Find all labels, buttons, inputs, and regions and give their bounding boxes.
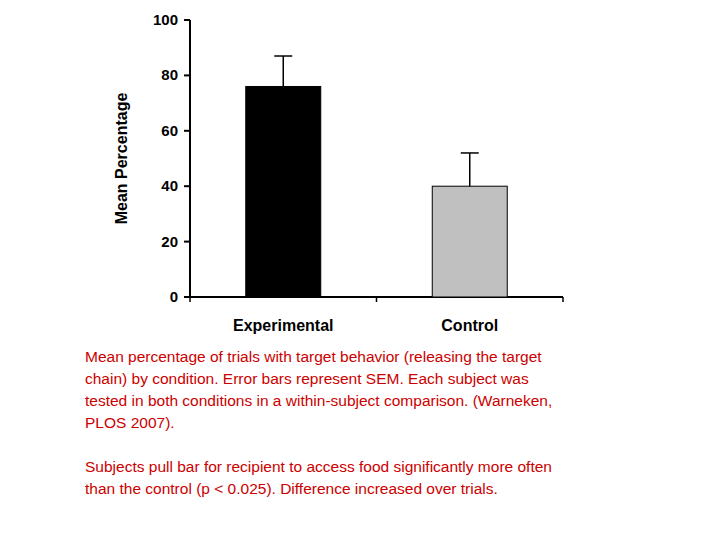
error-cap	[274, 55, 292, 57]
caption-line: PLOS 2007).	[85, 414, 175, 431]
caption-line: Subjects pull bar for recipient to acces…	[85, 458, 552, 475]
y-tick-label: 20	[161, 233, 178, 250]
caption-line: Mean percentage of trials with target be…	[85, 348, 542, 365]
caption-line: chain) by condition. Error bars represen…	[85, 370, 529, 387]
error-bar	[461, 153, 479, 186]
x-tick	[562, 297, 564, 302]
y-tick	[184, 241, 190, 243]
error-line	[283, 56, 285, 86]
y-tick-label: 100	[153, 11, 178, 28]
bar	[432, 186, 507, 297]
caption-line: than the control (p < 0.025). Difference…	[85, 480, 498, 497]
x-tick-label: Control	[441, 317, 498, 334]
x-tick	[189, 297, 191, 302]
y-tick	[184, 296, 190, 298]
x-tick	[376, 297, 378, 302]
error-bar	[274, 56, 292, 86]
y-tick	[184, 130, 190, 132]
y-axis	[189, 20, 191, 297]
y-tick-label: 60	[161, 122, 178, 139]
caption-line: tested in both conditions in a within-su…	[85, 392, 552, 409]
y-tick-label: 0	[170, 288, 178, 305]
bars	[246, 56, 508, 297]
bar	[246, 86, 321, 297]
y-tick	[184, 185, 190, 187]
y-tick-label: 80	[161, 66, 178, 83]
y-tick-label: 40	[161, 177, 178, 194]
chart: 0 20 40 60 80 100 Mean Percentage Experimental C…	[0, 0, 720, 540]
error-cap	[461, 152, 479, 154]
x-tick-label: Experimental	[233, 317, 333, 334]
error-line	[469, 153, 471, 186]
y-tick	[184, 19, 190, 21]
y-axis-label: Mean Percentage	[113, 93, 130, 225]
y-tick	[184, 74, 190, 76]
